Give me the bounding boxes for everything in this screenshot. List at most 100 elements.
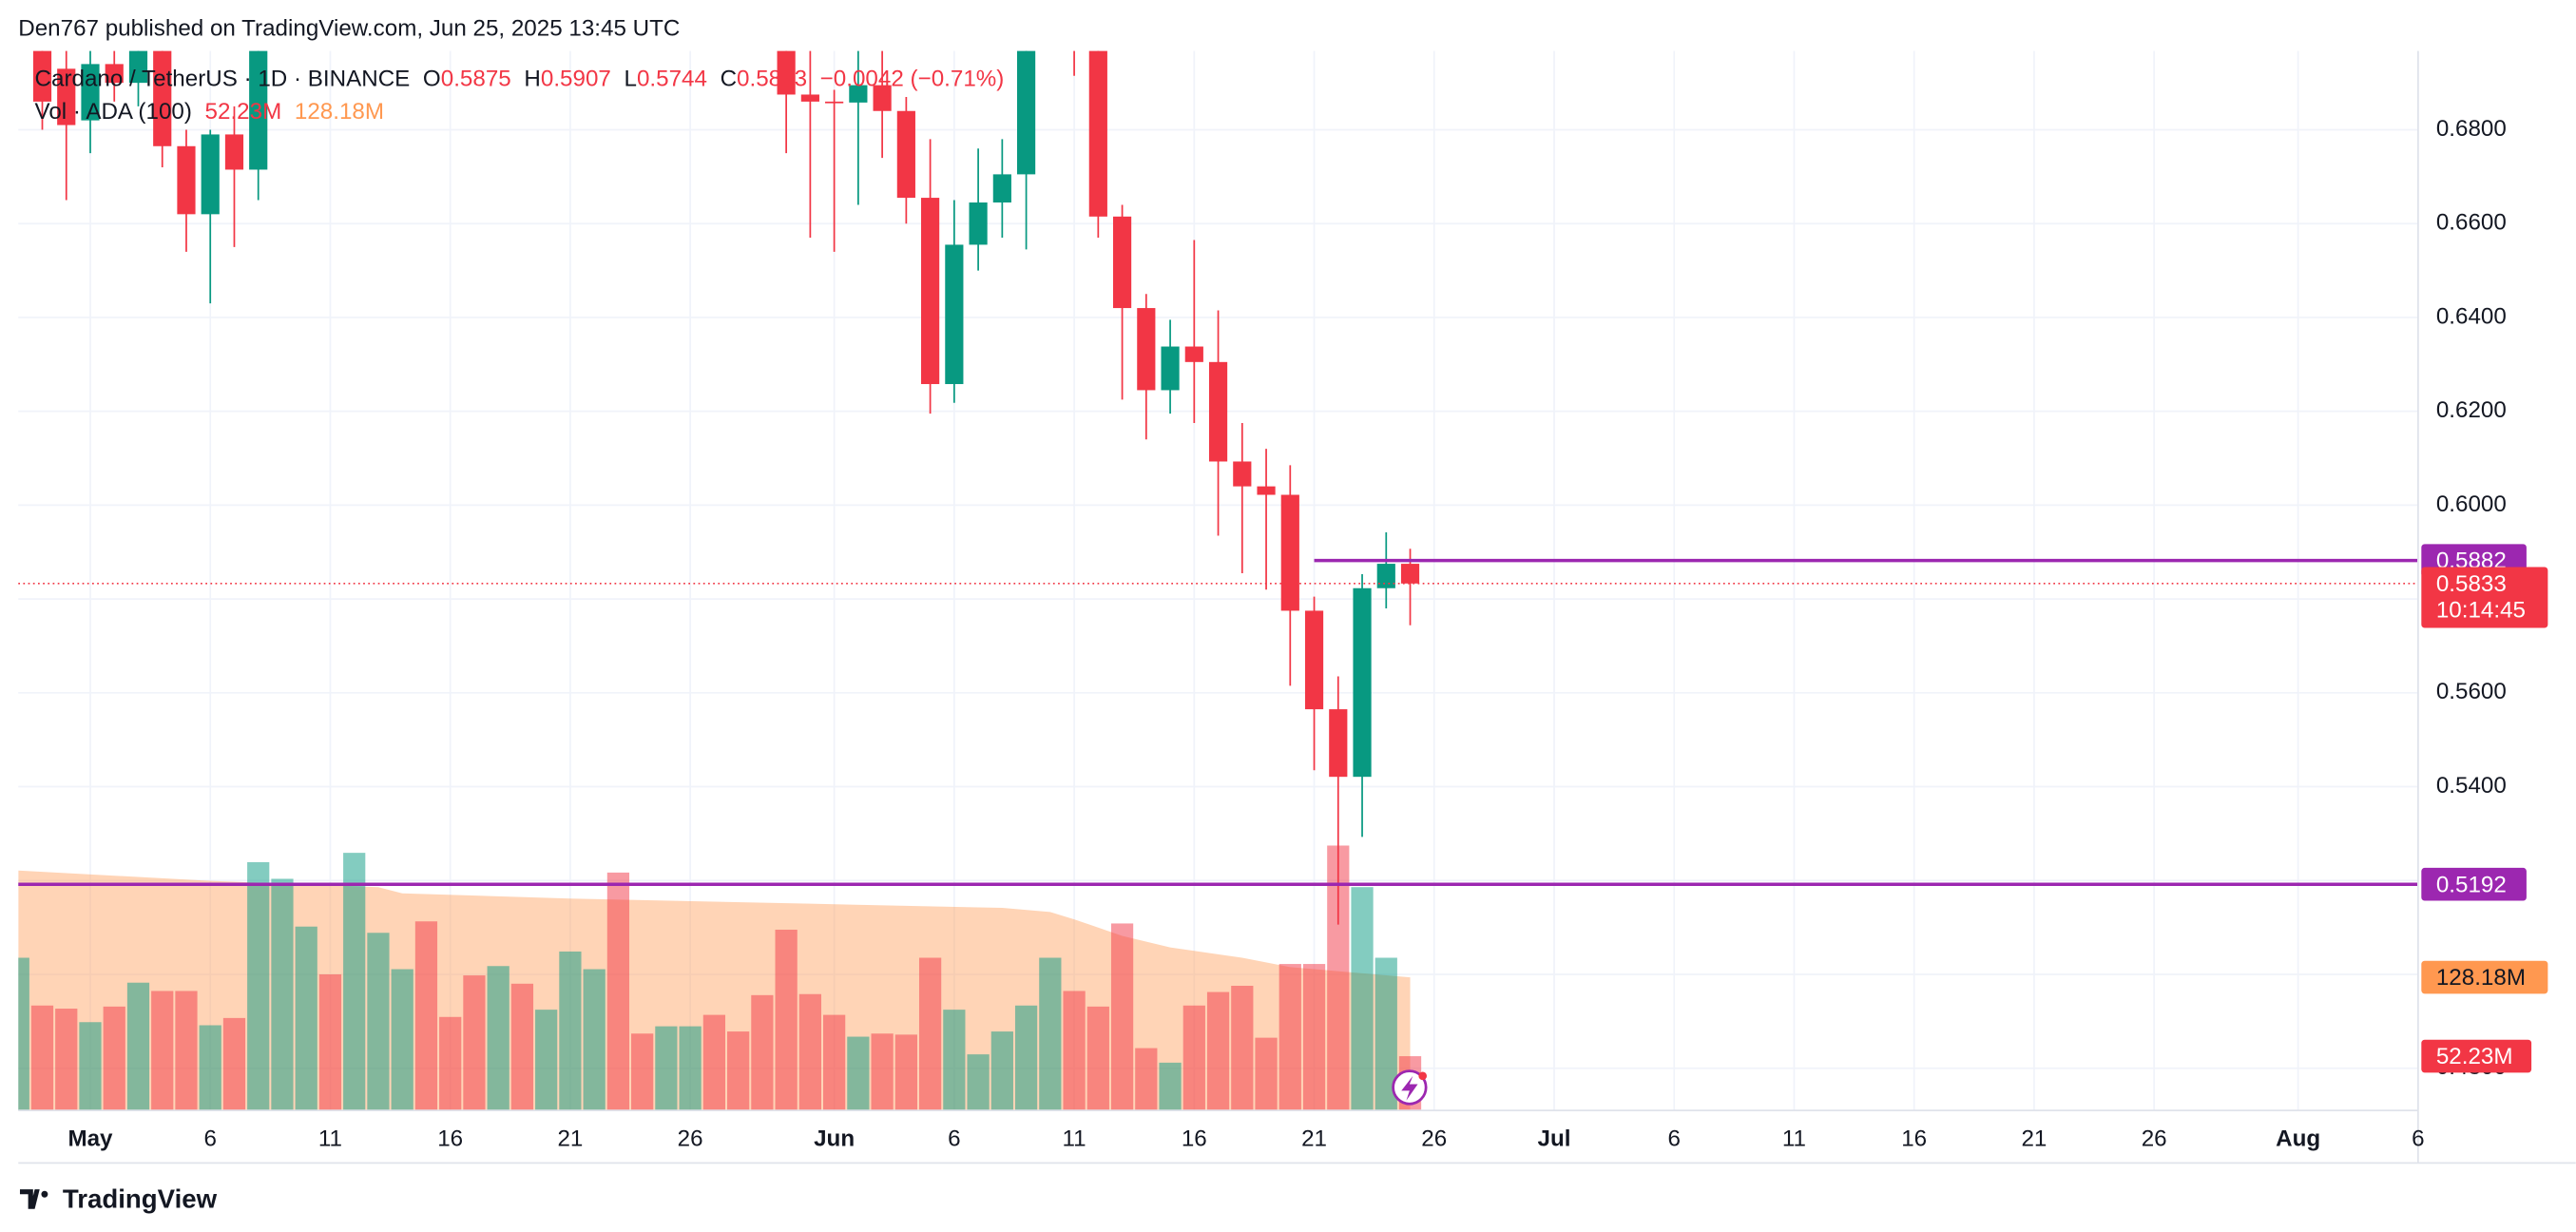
volume-bar bbox=[367, 933, 390, 1111]
candle-body bbox=[1400, 564, 1420, 584]
volume-bar bbox=[463, 975, 486, 1111]
candle-body bbox=[32, 50, 52, 102]
y-tick-label: 0.6200 bbox=[2436, 397, 2507, 423]
volume-bar bbox=[318, 973, 342, 1111]
legend-change: −0.0042 (−0.71%) bbox=[820, 67, 1005, 92]
x-tick-label: 26 bbox=[2142, 1126, 2167, 1152]
volume-bar bbox=[295, 926, 317, 1111]
legend-c: C bbox=[721, 67, 737, 92]
x-tick-label: 6 bbox=[203, 1126, 216, 1152]
volume-bar bbox=[1231, 986, 1254, 1111]
volume-bar bbox=[175, 991, 198, 1111]
volume-bar bbox=[510, 983, 534, 1111]
x-tick-label: Aug bbox=[2276, 1126, 2320, 1152]
volume-bar bbox=[631, 1033, 654, 1111]
volume-legend: Vol · ADA (100) 52.23M 128.18M bbox=[35, 100, 384, 125]
volume-bar bbox=[847, 1036, 870, 1111]
x-tick-label: 6 bbox=[948, 1126, 960, 1152]
volume-bar bbox=[679, 1026, 702, 1111]
y-tick-label: 0.6000 bbox=[2436, 491, 2507, 517]
publish-header: Den767 published on TradingView.com, Jun… bbox=[18, 15, 680, 41]
y-tick-label: 0.6400 bbox=[2436, 303, 2507, 329]
ma-badge bbox=[2421, 960, 2548, 994]
price-badge-label: 0.5833 bbox=[2436, 571, 2507, 597]
volume-bar bbox=[1135, 1048, 1158, 1111]
volume-bar bbox=[559, 951, 582, 1111]
volume-bar bbox=[606, 872, 630, 1111]
x-tick-label: 26 bbox=[1421, 1126, 1447, 1152]
volume-last: 52.23M bbox=[205, 100, 282, 125]
volume-bar bbox=[1063, 991, 1086, 1111]
volume-bar bbox=[1278, 964, 1301, 1111]
volume-bar bbox=[990, 1031, 1013, 1111]
volume-bar bbox=[271, 878, 294, 1111]
legend-h: H bbox=[524, 67, 540, 92]
volume-name: Vol · ADA (100) bbox=[35, 100, 192, 125]
candle-body bbox=[224, 134, 244, 170]
candle-body bbox=[1137, 308, 1156, 391]
candle-body bbox=[1257, 486, 1276, 495]
x-tick-label: Jun bbox=[814, 1126, 855, 1152]
level-badge-label: 0.5192 bbox=[2436, 872, 2507, 897]
x-tick-label: 26 bbox=[678, 1126, 703, 1152]
x-tick-label: 16 bbox=[1182, 1126, 1207, 1152]
candle-body bbox=[1353, 587, 1372, 778]
countdown-label: 10:14:45 bbox=[2436, 598, 2526, 624]
candle-body bbox=[1016, 50, 1036, 175]
volume-bar bbox=[918, 957, 942, 1111]
candle-body bbox=[1280, 494, 1299, 611]
volume-bar bbox=[535, 1010, 558, 1111]
volume-bar bbox=[1159, 1062, 1182, 1111]
overlays bbox=[18, 558, 2418, 886]
legend-l: L bbox=[625, 67, 637, 92]
brand-logo bbox=[19, 1189, 48, 1209]
volume-bar bbox=[55, 1009, 78, 1111]
volume-bar bbox=[487, 966, 509, 1111]
brand: TradingView bbox=[63, 1184, 218, 1213]
candle-body bbox=[1161, 346, 1180, 391]
candle-body bbox=[201, 134, 220, 215]
x-tick-label: 21 bbox=[2021, 1126, 2047, 1152]
symbol: Cardano / TetherUS · 1D · BINANCE bbox=[35, 67, 411, 92]
volume-bar bbox=[391, 969, 413, 1111]
legend-low: 0.5744 bbox=[637, 67, 707, 92]
legend-close: 0.5833 bbox=[737, 67, 807, 92]
candle-body bbox=[128, 50, 148, 84]
volume-bar bbox=[103, 1006, 125, 1111]
x-tick-label: 6 bbox=[2412, 1126, 2424, 1152]
volume-bar bbox=[583, 969, 606, 1111]
volume-bar bbox=[1255, 1037, 1278, 1111]
volume-bar bbox=[1206, 991, 1230, 1111]
x-tick-label: May bbox=[67, 1126, 113, 1152]
candle-body bbox=[873, 85, 892, 111]
candle-pane bbox=[32, 50, 1420, 925]
volume-bar bbox=[151, 991, 174, 1111]
symbol-legend: Cardano / TetherUS · 1D · BINANCE O0.587… bbox=[35, 67, 1005, 92]
volume-bar bbox=[702, 1014, 726, 1111]
candle-body bbox=[105, 64, 124, 84]
candle-body bbox=[921, 198, 940, 385]
volume-bar bbox=[943, 1010, 966, 1111]
candle-body bbox=[177, 145, 196, 215]
candle-body bbox=[945, 244, 964, 385]
volume-bar bbox=[247, 861, 270, 1111]
axes: 0.68000.66000.64000.62000.60000.58000.56… bbox=[67, 116, 2548, 1152]
ma-badge-label: 128.18M bbox=[2436, 965, 2526, 991]
volume-ma-last: 128.18M bbox=[295, 100, 384, 125]
volume-bar bbox=[199, 1025, 221, 1111]
legend-high: 0.5907 bbox=[541, 67, 611, 92]
volume-bar bbox=[871, 1033, 894, 1111]
volume-bar bbox=[1351, 887, 1374, 1111]
candle-body bbox=[81, 64, 100, 121]
legend-open: 0.5875 bbox=[441, 67, 511, 92]
candle-body bbox=[825, 101, 844, 104]
volume-bar bbox=[798, 993, 821, 1111]
candle-body bbox=[777, 50, 796, 95]
y-tick-label: 0.5400 bbox=[2436, 773, 2507, 799]
volume-badge bbox=[2421, 1039, 2532, 1073]
volume-pane bbox=[18, 845, 1422, 1111]
candle-body bbox=[969, 202, 988, 245]
volume-bar bbox=[343, 853, 366, 1111]
